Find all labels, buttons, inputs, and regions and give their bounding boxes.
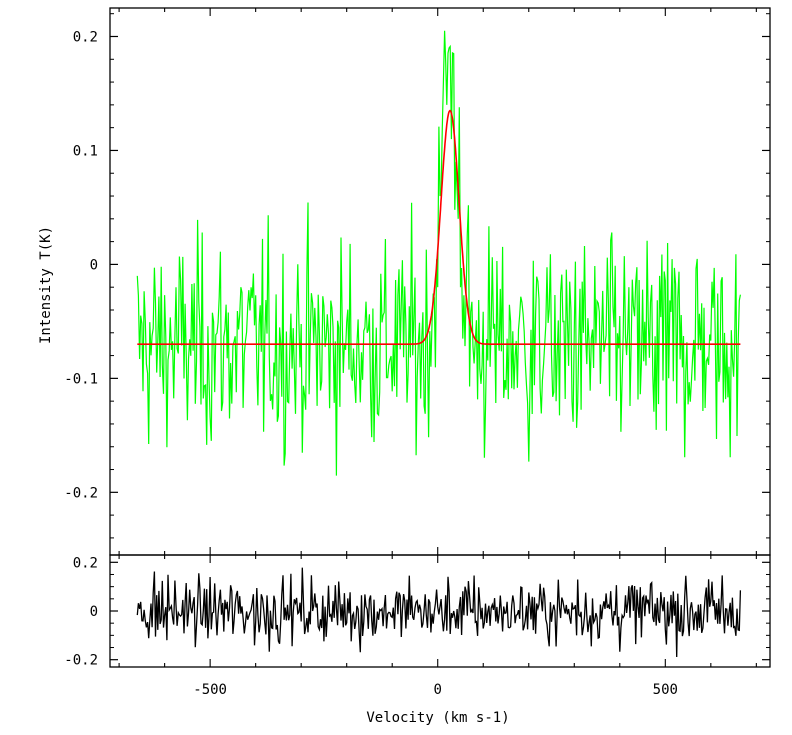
gaussian-fit-line xyxy=(137,109,741,346)
residual-ytick-label: 0 xyxy=(90,604,98,620)
residual-x-ticks: -500 0 500 xyxy=(118,555,757,698)
main-ytick-label: 0.1 xyxy=(73,143,98,159)
main-plot-frame xyxy=(109,7,771,556)
residual-y-ticks: -0.2 0 0.2 xyxy=(64,555,770,669)
xtick-label: 0 xyxy=(434,682,442,698)
residual-ytick-label: 0.2 xyxy=(73,555,98,571)
xtick-label: -500 xyxy=(193,682,227,698)
observed-spectrum-line xyxy=(136,30,741,476)
residual-line xyxy=(136,567,742,658)
y-axis-title: Intensity T(K) xyxy=(38,226,54,344)
main-panel: -0.2 -0.1 0 0.1 0.2 Intensity T(K) xyxy=(38,7,771,556)
main-y-ticks: -0.2 -0.1 0 0.1 0.2 xyxy=(64,13,770,539)
x-axis-title: Velocity (km s-1) xyxy=(366,710,509,726)
main-series-group xyxy=(136,30,741,476)
main-ytick-label: 0 xyxy=(90,257,98,273)
residual-series-group xyxy=(136,567,742,658)
residual-ytick-label: -0.2 xyxy=(64,653,98,669)
residual-panel: -0.2 0 0.2 -500 0 500 Velocity (km s-1) xyxy=(64,554,771,726)
main-ytick-label: -0.1 xyxy=(64,371,98,387)
main-ytick-label: 0.2 xyxy=(73,29,98,45)
main-ytick-label: -0.2 xyxy=(64,485,98,501)
xtick-label: 500 xyxy=(653,682,678,698)
main-x-ticks xyxy=(118,8,757,555)
